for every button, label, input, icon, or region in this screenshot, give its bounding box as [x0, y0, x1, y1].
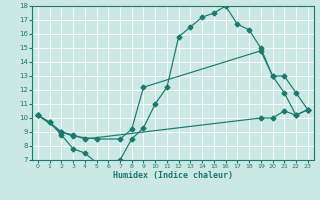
X-axis label: Humidex (Indice chaleur): Humidex (Indice chaleur) [113, 171, 233, 180]
